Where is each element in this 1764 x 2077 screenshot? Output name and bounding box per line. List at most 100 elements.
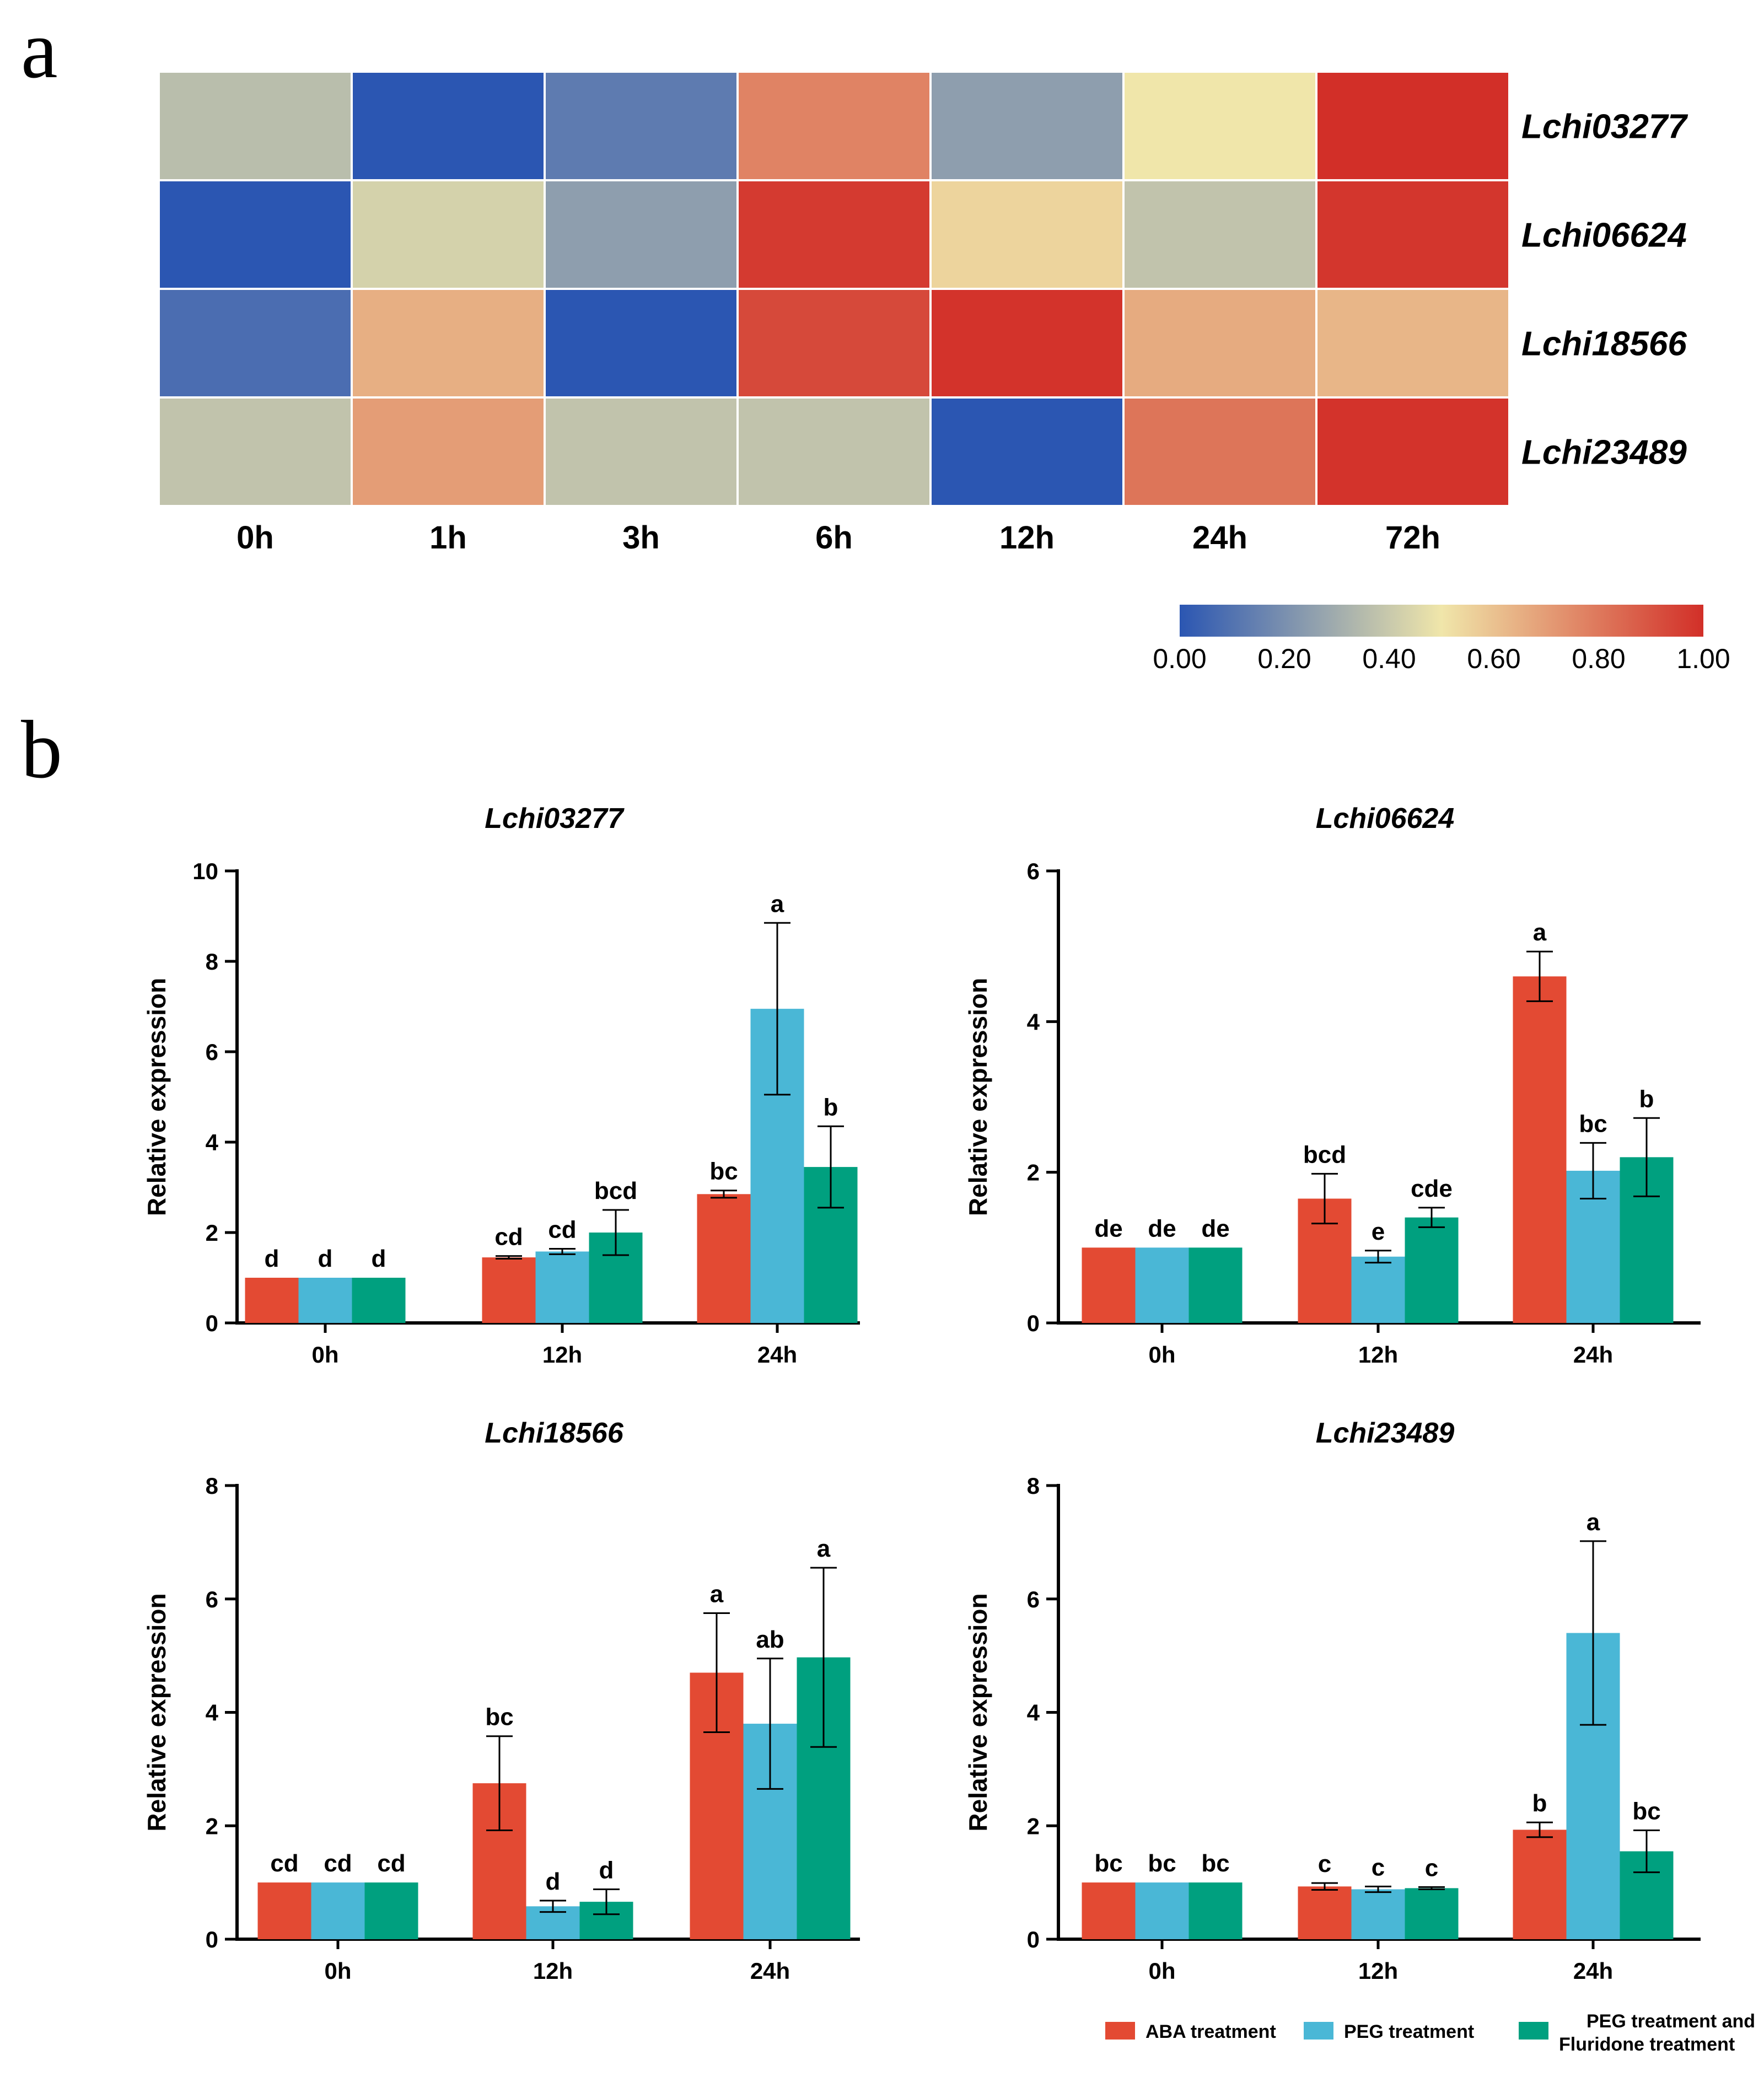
x-tick-label: 0h xyxy=(1148,1958,1175,1984)
heatmap-cell xyxy=(1122,396,1317,507)
significance-label: de xyxy=(1201,1215,1229,1242)
bar xyxy=(1513,976,1567,1323)
legend-swatch xyxy=(1304,2022,1333,2040)
significance-label: b xyxy=(1639,1085,1654,1112)
significance-label: cd xyxy=(548,1217,576,1244)
significance-label: a xyxy=(1586,1509,1600,1536)
significance-label: cd xyxy=(324,1850,352,1877)
significance-label: c xyxy=(1425,1854,1438,1881)
bar xyxy=(1188,1882,1243,1939)
bar-chart: Lchi18566 Relative expression 0 2 4 6 8 0h 12h 24… xyxy=(142,1417,860,1984)
bar xyxy=(257,1882,311,1939)
heatmap-cell xyxy=(929,179,1125,290)
heatmap-cell xyxy=(736,396,932,507)
heatmap-column-label: 0h xyxy=(236,520,274,556)
heatmap-cell xyxy=(351,71,546,181)
significance-label: e xyxy=(1372,1218,1385,1245)
heatmap-row-label: Lchi03277 xyxy=(1521,108,1688,146)
heatmap-color-scale: 0.00 0.20 0.40 0.60 0.80 1.00 xyxy=(1153,605,1730,674)
heatmap-cell xyxy=(158,71,353,181)
significance-label: de xyxy=(1094,1215,1122,1242)
bar-chart: Lchi06624 Relative expression 0 2 4 6 0h 12h 24h… xyxy=(964,803,1701,1368)
heatmap-cell xyxy=(736,179,932,290)
heatmap-cell xyxy=(544,288,739,399)
significance-label: bc xyxy=(1094,1850,1122,1877)
significance-label: c xyxy=(1372,1854,1385,1881)
panel-label-b: b xyxy=(21,704,62,795)
significance-label: d xyxy=(265,1245,279,1272)
significance-label: d xyxy=(318,1245,333,1272)
bar xyxy=(1135,1882,1189,1939)
significance-label: bcd xyxy=(1303,1141,1346,1168)
x-tick-label: 0h xyxy=(311,1342,338,1368)
x-tick-label: 24h xyxy=(1573,1342,1613,1368)
x-tick-label: 12h xyxy=(1358,1342,1398,1368)
bar xyxy=(311,1882,365,1939)
y-tick-label: 4 xyxy=(206,1129,219,1155)
color-scale-tick-label: 0.40 xyxy=(1362,643,1416,674)
chart-title: Lchi03277 xyxy=(485,803,625,835)
significance-label: cd xyxy=(377,1850,405,1877)
color-scale-tick-label: 0.80 xyxy=(1572,643,1625,674)
x-tick-label: 24h xyxy=(750,1958,790,1984)
significance-label: bc xyxy=(1148,1850,1176,1877)
y-axis-label: Relative expression xyxy=(964,978,992,1216)
heatmap-cell xyxy=(736,288,932,399)
significance-label: cd xyxy=(494,1224,523,1251)
legend-label: ABA treatment xyxy=(1145,2021,1276,2042)
y-tick-label: 0 xyxy=(1027,1927,1040,1952)
heatmap-cell xyxy=(1122,179,1317,290)
y-tick-label: 2 xyxy=(206,1220,218,1246)
x-tick-label: 0h xyxy=(324,1958,351,1984)
color-scale-tick-label: 0.20 xyxy=(1257,643,1311,674)
y-tick-label: 0 xyxy=(1027,1310,1040,1336)
y-tick-label: 2 xyxy=(206,1813,218,1839)
bar xyxy=(1188,1247,1243,1323)
heatmap-cell xyxy=(1315,179,1510,290)
legend-label: PEG treatment and xyxy=(1586,2011,1755,2032)
y-tick-label: 6 xyxy=(206,1586,218,1612)
heatmap-column-label: 6h xyxy=(815,520,853,556)
y-tick-label: 0 xyxy=(206,1927,218,1952)
y-tick-label: 4 xyxy=(206,1700,219,1726)
y-axis-label: Relative expression xyxy=(142,978,171,1216)
x-tick-label: 12h xyxy=(533,1958,573,1984)
heatmap-row-label: Lchi23489 xyxy=(1521,434,1687,472)
bar xyxy=(535,1251,589,1323)
bar-charts: Lchi03277 Relative expression 0 2 4 6 8 10 0h 12h… xyxy=(142,803,1701,1984)
significance-label: cd xyxy=(270,1850,298,1877)
bar xyxy=(1351,1889,1405,1939)
panel-label-a: a xyxy=(21,4,58,95)
color-scale-tick-label: 0.00 xyxy=(1153,643,1206,674)
bar xyxy=(1351,1256,1405,1323)
bar xyxy=(482,1257,536,1323)
heatmap-cell xyxy=(351,396,546,507)
heatmap-cell xyxy=(544,71,739,181)
y-tick-label: 0 xyxy=(206,1310,218,1336)
color-scale-bar xyxy=(1180,605,1703,637)
bar xyxy=(364,1882,418,1939)
significance-label: a xyxy=(771,890,784,917)
heatmap-cell xyxy=(1122,71,1317,181)
heatmap-cell xyxy=(929,396,1125,507)
significance-label: a xyxy=(817,1535,831,1562)
y-tick-label: 6 xyxy=(1027,858,1040,884)
heatmap-cell xyxy=(158,179,353,290)
bar xyxy=(1082,1247,1136,1323)
significance-label: a xyxy=(1533,919,1547,946)
y-tick-label: 6 xyxy=(1027,1586,1040,1612)
bar xyxy=(1405,1217,1459,1323)
heatmap-cell xyxy=(158,288,353,399)
significance-label: b xyxy=(824,1094,838,1121)
y-tick-label: 10 xyxy=(192,858,218,884)
y-axis-label: Relative expression xyxy=(142,1593,171,1831)
heatmap-column-label: 1h xyxy=(429,520,467,556)
heatmap-column-label: 3h xyxy=(622,520,660,556)
chart-title: Lchi06624 xyxy=(1316,803,1455,835)
x-tick-label: 24h xyxy=(757,1342,797,1368)
heatmap-cell xyxy=(158,396,353,507)
bar-chart: Lchi03277 Relative expression 0 2 4 6 8 10 0h 12h… xyxy=(142,803,860,1368)
heatmap-cell xyxy=(736,71,932,181)
heatmap-cell xyxy=(544,179,739,290)
